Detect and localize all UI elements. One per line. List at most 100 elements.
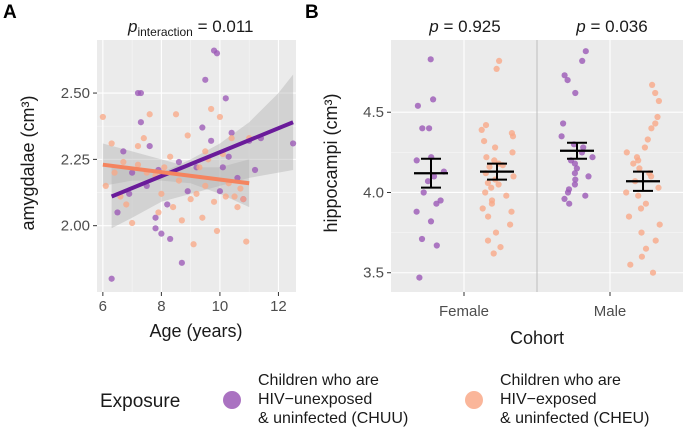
point-chuu [219,164,226,171]
x-tick-label: Male [594,303,627,320]
point-cheu [237,185,244,192]
point-cheu [635,157,642,164]
panel-b-axes: Female Male 3.5 4.0 4.5 [363,104,626,320]
point-cheu [108,140,115,147]
point-cheu [161,164,168,171]
point-cheu [509,149,516,156]
point-cheu [656,221,663,228]
point-chuu [414,102,421,109]
point-cheu [636,165,643,172]
point-cheu [638,229,645,236]
point-cheu [482,122,490,129]
point-chuu [558,133,565,140]
point-chuu [572,89,579,97]
point-chuu [582,192,589,199]
panel-b-points [413,48,663,281]
point-chuu [202,76,209,83]
fit-line-cheu [102,162,250,186]
panel-a-points [99,47,297,282]
point-cheu [102,182,109,189]
x-tick-label: 8 [157,298,165,315]
point-chuu [234,174,241,182]
point-chuu [146,143,153,150]
point-chuu [251,166,259,174]
point-cheu [503,192,510,199]
y-tick-label: 2.25 [61,151,90,168]
point-cheu [630,160,637,167]
point-chuu [433,242,440,249]
point-cheu [649,269,657,276]
point-chuu [164,201,171,208]
point-cheu [134,143,142,150]
panel-b-y-axis-title: hippocampi (cm³) [321,93,341,232]
panel-a-x-axis-title: Age (years) [149,321,242,341]
point-cheu [120,158,127,166]
point-chuu [564,77,571,84]
panel-b-x-axis-title: Cohort [510,328,564,348]
point-cheu [175,177,183,184]
point-cheu [484,179,491,186]
point-cheu [172,111,180,118]
point-cheu [623,149,630,156]
point-cheu [216,113,224,121]
point-chuu [108,275,115,282]
point-cheu [99,113,106,121]
p-value: = 0.011 [193,17,254,36]
point-cheu [648,125,655,132]
point-cheu [652,237,659,244]
point-chuu [427,56,434,63]
point-cheu [210,198,218,205]
point-cheu [637,205,645,212]
point-cheu [509,133,517,140]
point-chuu [213,50,221,57]
point-cheu [652,120,659,127]
point-cheu [193,190,200,197]
point-cheu [184,132,191,139]
y-tick-label: 2.00 [61,218,90,235]
point-cheu [478,126,485,133]
point-chuu [184,188,191,195]
point-cheu [642,245,650,252]
point-cheu [492,229,500,236]
point-cheu [479,205,486,212]
point-chuu [560,120,567,127]
panel-a: A pinteraction = 0.011 6 8 10 12 2.00 2.25 2.5… [3,2,297,341]
point-chuu [208,137,215,144]
point-cheu [178,217,185,224]
point-chuu [589,154,596,161]
point-chuu [289,140,297,147]
point-chuu [416,274,423,281]
point-cheu [493,65,500,72]
point-cheu [644,136,651,143]
point-chuu [137,89,144,97]
point-cheu [490,250,497,257]
panel-a-fit-lines [102,120,294,199]
panel-a-tag: A [3,2,17,23]
point-cheu [187,196,194,203]
panel-a-axes: 6 8 10 12 2.00 2.25 2.50 [61,85,287,315]
point-chuu [426,125,433,132]
point-cheu [482,189,489,196]
y-tick-label: 2.50 [61,85,90,102]
point-chuu [216,188,224,195]
point-chuu [580,144,587,151]
point-cheu [155,209,162,216]
point-chuu [433,200,440,207]
point-cheu [484,237,492,244]
point-cheu [497,244,504,251]
point-chuu [566,200,573,207]
x-tick-label: 12 [270,298,287,315]
point-cheu [134,161,142,168]
point-cheu [129,219,136,227]
point-cheu [190,241,197,248]
p-label: p [575,17,585,36]
y-tick-label: 3.5 [363,265,384,282]
point-chuu [413,208,420,215]
p-subscript: interaction [137,25,192,39]
panel-a-grid [97,40,296,292]
point-cheu [199,214,206,221]
point-cheu [655,97,663,105]
point-cheu [648,173,655,180]
point-chuu [178,259,185,266]
point-chuu [175,158,183,166]
